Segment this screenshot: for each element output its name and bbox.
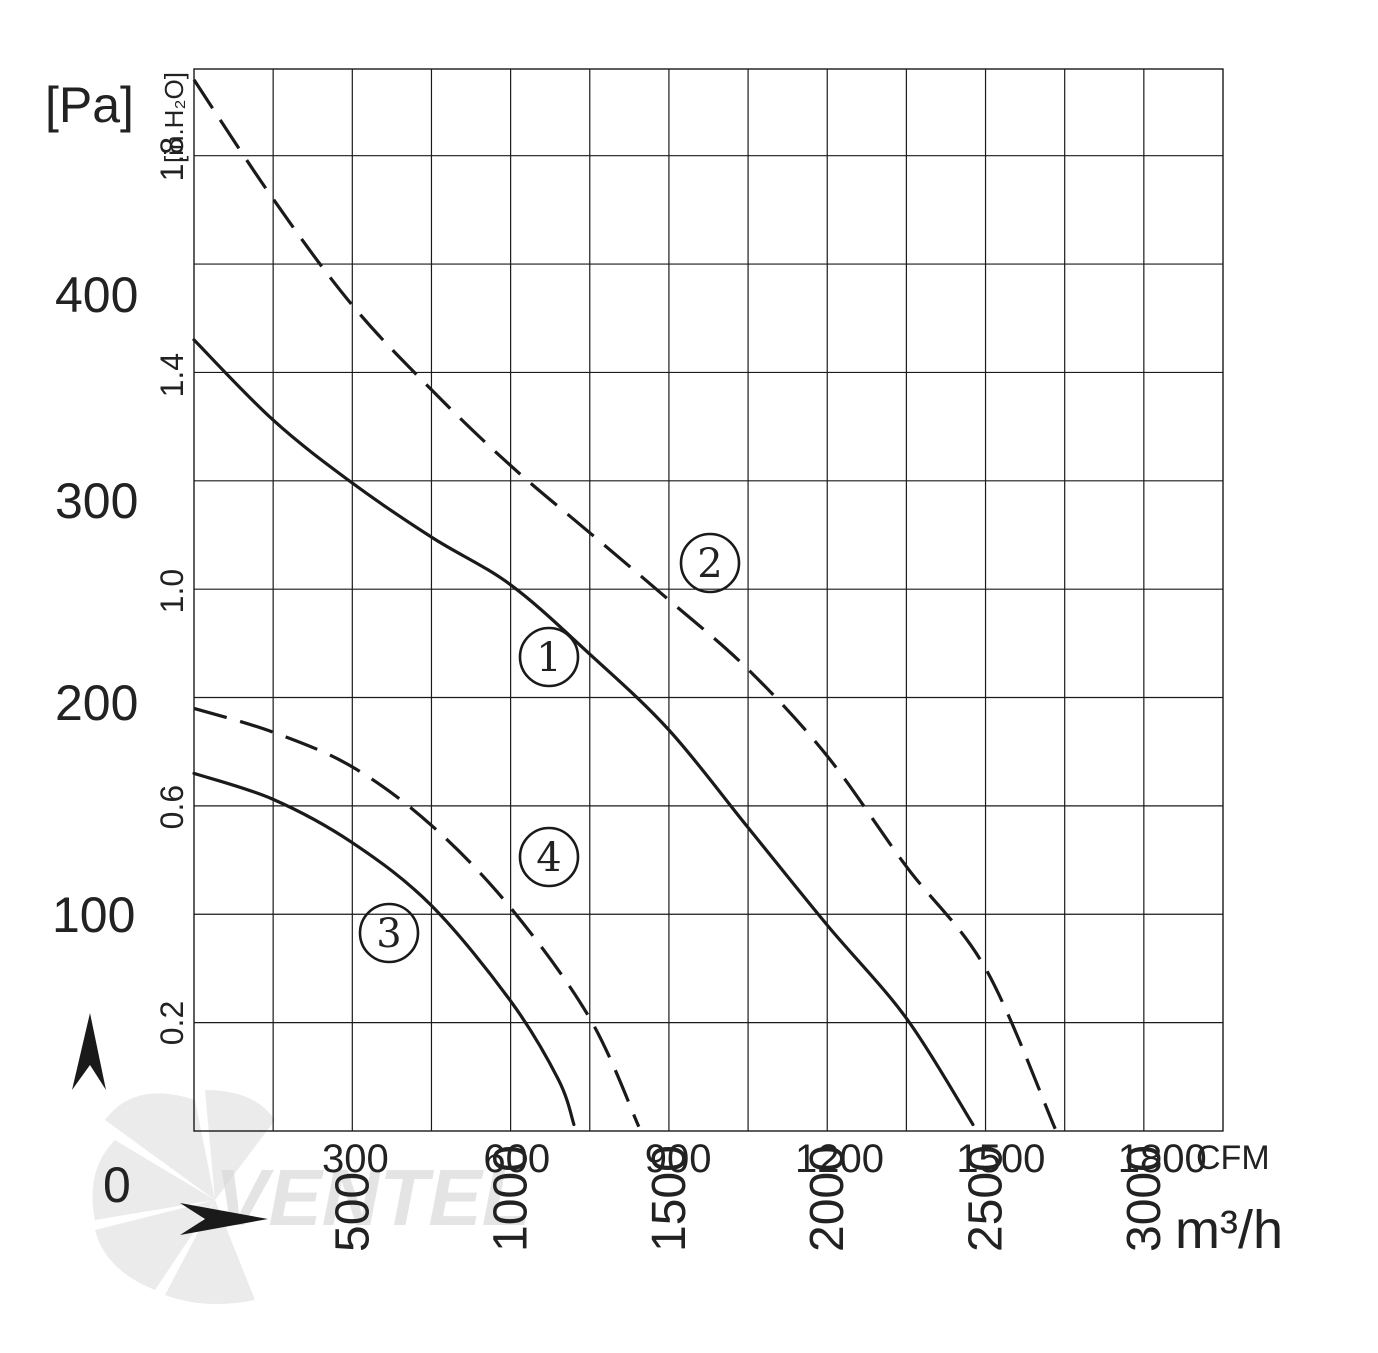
cfm-tick-label: 600 — [483, 1137, 550, 1181]
svg-text:2: 2 — [697, 541, 722, 587]
cfm-unit-label: CFM — [1196, 1139, 1270, 1177]
watermark-text: VENTEL — [215, 1153, 531, 1242]
m3h-tick-label: 500 — [326, 1172, 379, 1252]
pa-unit-label: [Pa] — [45, 77, 134, 133]
svg-text:4: 4 — [536, 835, 561, 881]
m3h-axis-ticks: 500 1000 1500 2000 2500 3000 — [326, 1145, 1171, 1252]
performance-curves — [192, 78, 1057, 1130]
curve-2 — [192, 78, 1057, 1130]
cfm-tick-label: 1500 — [956, 1137, 1045, 1181]
svg-text:3: 3 — [376, 911, 401, 957]
curve-4 — [193, 706, 641, 1128]
watermark: VENTEL — [92, 1090, 531, 1304]
cfm-tick-label: 1200 — [795, 1137, 884, 1181]
fan-logo-icon — [92, 1090, 275, 1304]
m3h-tick-label: 1000 — [485, 1145, 538, 1252]
up-arrow-icon — [72, 1013, 106, 1090]
pa-tick-label: 200 — [55, 675, 138, 731]
inh2o-tick-label: 1.8 — [154, 137, 190, 181]
cfm-tick-label: 900 — [645, 1137, 712, 1181]
m3h-tick-label: 1500 — [643, 1145, 696, 1252]
pa-tick-label: 400 — [55, 267, 138, 323]
curve-1 — [192, 338, 975, 1127]
inh2o-tick-label: 0.6 — [154, 785, 190, 829]
right-arrow-icon — [180, 1203, 268, 1235]
m3h-unit-label: m³/h — [1175, 1200, 1283, 1260]
curve-labels: 1 2 3 4 — [358, 532, 741, 964]
m3h-tick-label: 2500 — [960, 1145, 1013, 1252]
inh2o-unit-label: [in.H₂O] — [159, 72, 189, 163]
cfm-tick-label: 300 — [322, 1137, 389, 1181]
origin-label: 0 — [103, 1157, 131, 1213]
chart-grid — [194, 69, 1223, 1131]
inh2o-tick-label: 1.4 — [154, 353, 190, 397]
curve-3 — [192, 771, 576, 1127]
pa-tick-label: 300 — [55, 473, 138, 529]
cfm-axis-ticks: 300 600 900 1200 1500 1800 — [322, 1137, 1207, 1181]
inh2o-tick-label: 1.0 — [154, 569, 190, 613]
m3h-tick-label: 3000 — [1118, 1145, 1171, 1252]
inh2o-axis-ticks: 1.8 1.4 1.0 0.6 0.2 — [154, 137, 190, 1045]
curve-label-1: 1 — [518, 626, 580, 688]
inh2o-tick-label: 0.2 — [154, 1001, 190, 1045]
curve-label-2: 2 — [679, 532, 741, 594]
curve-label-4: 4 — [518, 826, 580, 888]
pa-tick-label: 100 — [52, 887, 135, 943]
curve-label-3: 3 — [358, 902, 420, 964]
m3h-tick-label: 2000 — [801, 1145, 854, 1252]
svg-text:1: 1 — [536, 635, 561, 681]
pa-axis-ticks: 400 300 200 100 0 — [52, 267, 138, 1213]
cfm-tick-label: 1800 — [1118, 1137, 1207, 1181]
plot-frame — [193, 68, 1224, 1132]
